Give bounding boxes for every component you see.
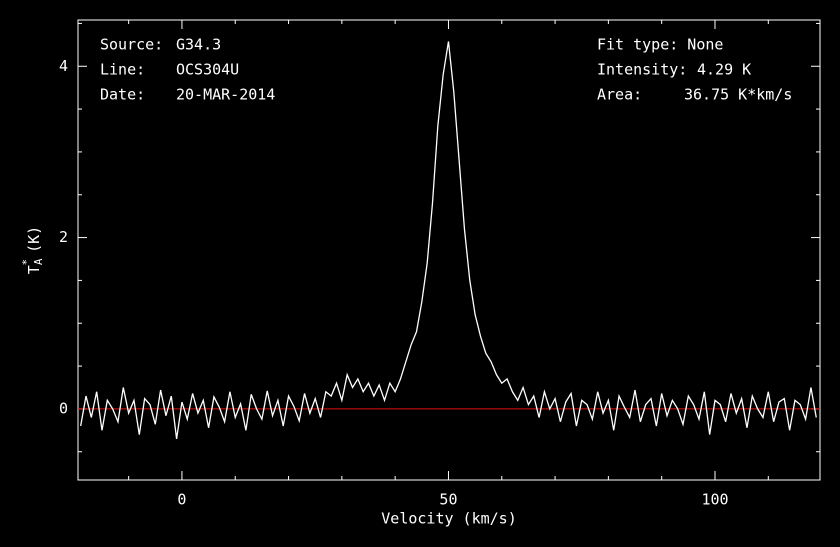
x-axis-label: Velocity (km/s) (381, 510, 516, 528)
x-tick-label: 100 (701, 491, 728, 509)
y-axis-label: TA* (K) (20, 226, 45, 274)
info-value: OCS304U (176, 61, 239, 79)
y-label-sub: A (32, 258, 45, 265)
plot-frame (77, 19, 821, 481)
info-value: 36.75 K*km/s (684, 86, 792, 104)
spectrum-line (80, 41, 817, 439)
info-label: Date: (100, 86, 145, 104)
y-label-unit: (K) (25, 226, 43, 253)
info-label: Fit type: None (597, 36, 723, 54)
info-label: Area: (597, 86, 642, 104)
x-tick-label: 50 (439, 491, 457, 509)
y-tick-label: 2 (59, 228, 68, 246)
info-value: 20-MAR-2014 (176, 86, 275, 104)
info-label: Source: (100, 36, 163, 54)
info-value: 4.29 K (697, 61, 751, 79)
info-label: Line: (100, 61, 145, 79)
y-label-main: T (25, 265, 43, 274)
info-value: G34.3 (176, 36, 221, 54)
y-label-sup: * (20, 259, 33, 266)
y-tick-label: 0 (59, 399, 68, 417)
x-tick-label: 0 (177, 491, 186, 509)
info-label: Intensity: (597, 61, 687, 79)
y-tick-label: 4 (59, 57, 68, 75)
